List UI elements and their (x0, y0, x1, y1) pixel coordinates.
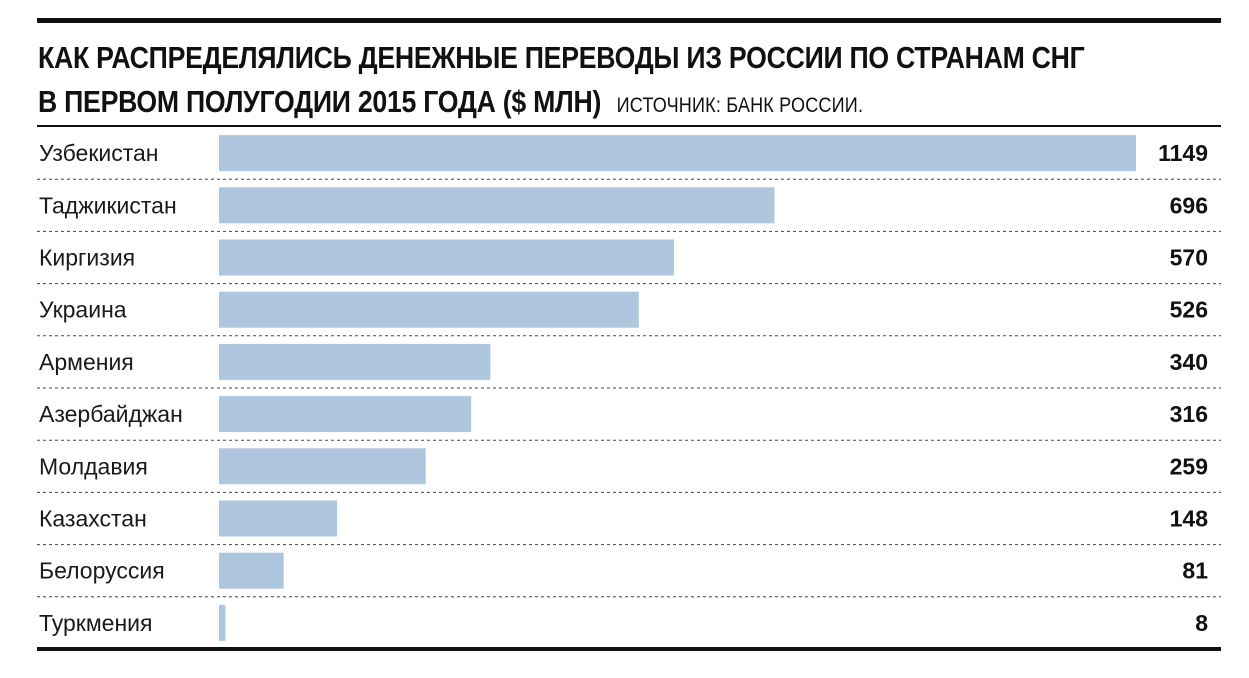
value-label: 1149 (1158, 140, 1208, 166)
bar-row: Белоруссия 81 (37, 552, 1221, 598)
category-label: Украина (39, 297, 127, 323)
category-label: Молдавия (39, 453, 148, 479)
source-note: ИСТОЧНИК: БАНК РОССИИ. (616, 94, 864, 117)
header-rule (37, 125, 1221, 127)
bar-row: Узбекистан 1149 (37, 135, 1221, 180)
value-label: 570 (1170, 245, 1208, 271)
value-label: 340 (1170, 349, 1208, 375)
bar (219, 448, 426, 485)
bar-row: Казахстан 148 (37, 500, 1221, 546)
bar-row: Таджикистан 696 (37, 187, 1221, 232)
title-line-2-text: В ПЕРВОМ ПОЛУГОДИИ 2015 ГОДА ($ МЛН) (38, 84, 602, 119)
bar (219, 500, 338, 537)
bar-row: Туркмения 8 (39, 604, 1208, 641)
bar-row: Армения 340 (37, 343, 1221, 389)
category-label: Узбекистан (39, 140, 159, 166)
bar-row: Молдавия 259 (37, 448, 1221, 493)
bar-row: Азербайджан 316 (37, 396, 1221, 441)
value-label: 259 (1170, 453, 1208, 479)
value-label: 526 (1170, 297, 1208, 323)
bar-row: Украина 526 (37, 291, 1221, 337)
bar (219, 343, 491, 380)
chart-title: КАК РАСПРЕДЕЛЯЛИСЬ ДЕНЕЖНЫЕ ПЕРЕВОДЫ ИЗ … (38, 36, 1085, 128)
bar (219, 552, 284, 589)
category-label: Армения (39, 349, 134, 375)
category-label: Белоруссия (39, 558, 165, 584)
category-label: Таджикистан (39, 192, 177, 218)
bar (219, 135, 1136, 172)
bar-row: Киргизия 570 (37, 239, 1221, 285)
bar (219, 291, 639, 328)
category-label: Киргизия (39, 245, 135, 271)
bar (219, 239, 674, 276)
bottom-rule (37, 647, 1221, 651)
value-label: 696 (1170, 192, 1208, 218)
bar (219, 187, 775, 224)
title-line-1: КАК РАСПРЕДЕЛЯЛИСЬ ДЕНЕЖНЫЕ ПЕРЕВОДЫ ИЗ … (38, 40, 1085, 75)
bar (219, 396, 472, 433)
top-rule (37, 18, 1221, 23)
bar (219, 604, 226, 641)
value-label: 81 (1182, 558, 1208, 584)
value-label: 148 (1170, 506, 1209, 532)
category-label: Азербайджан (39, 401, 183, 427)
title-line-2: В ПЕРВОМ ПОЛУГОДИИ 2015 ГОДА ($ МЛН) ИСТО… (38, 80, 1061, 128)
category-label: Туркмения (39, 610, 152, 636)
value-label: 316 (1170, 401, 1208, 427)
category-label: Казахстан (39, 506, 147, 532)
value-label: 8 (1195, 610, 1208, 636)
